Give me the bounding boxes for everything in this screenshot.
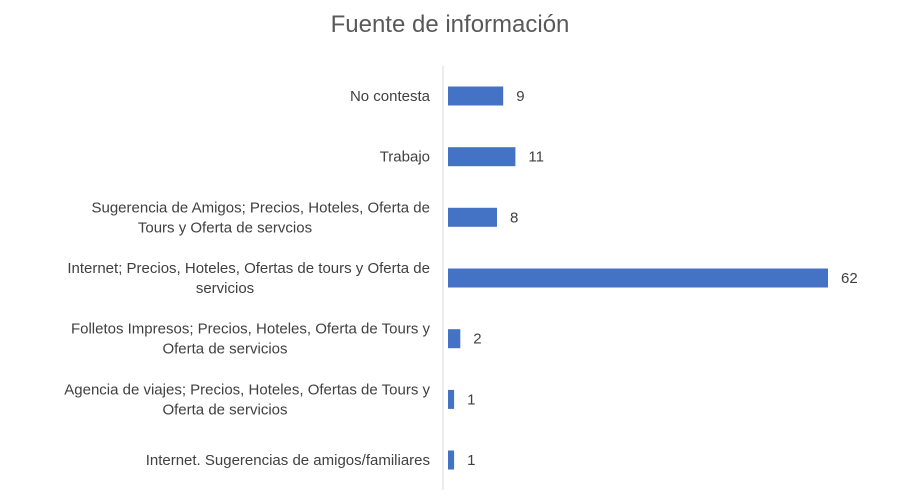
bar-2 bbox=[448, 207, 497, 227]
category-label-2: Sugerencia de Amigos; Precios, Hoteles, … bbox=[91, 199, 430, 236]
category-label-6: Internet. Sugerencias de amigos/familiar… bbox=[146, 452, 430, 469]
category-label-1: Trabajo bbox=[380, 149, 430, 166]
bars-layer bbox=[448, 86, 828, 470]
data-label-4: 2 bbox=[473, 331, 481, 348]
data-label-5: 1 bbox=[467, 391, 475, 408]
data-label-0: 9 bbox=[516, 88, 524, 105]
bar-6 bbox=[448, 450, 455, 470]
category-label-5: Agencia de viajes; Precios, Hoteles, Ofe… bbox=[64, 381, 430, 418]
category-label-0: No contesta bbox=[350, 88, 431, 105]
data-label-3: 62 bbox=[841, 270, 858, 287]
bar-5 bbox=[448, 389, 455, 409]
bar-1 bbox=[448, 147, 516, 167]
bar-3 bbox=[448, 268, 828, 288]
category-label-3: Internet; Precios, Hoteles, Ofertas de t… bbox=[67, 260, 430, 297]
data-label-6: 1 bbox=[467, 452, 475, 469]
data-label-2: 8 bbox=[510, 209, 518, 226]
chart-title: Fuente de información bbox=[331, 11, 570, 38]
data-label-1: 11 bbox=[528, 149, 544, 166]
bar-0 bbox=[448, 86, 504, 106]
category-label-4: Folletos Impresos; Precios, Hoteles, Ofe… bbox=[71, 321, 431, 358]
bar-4 bbox=[448, 329, 461, 349]
